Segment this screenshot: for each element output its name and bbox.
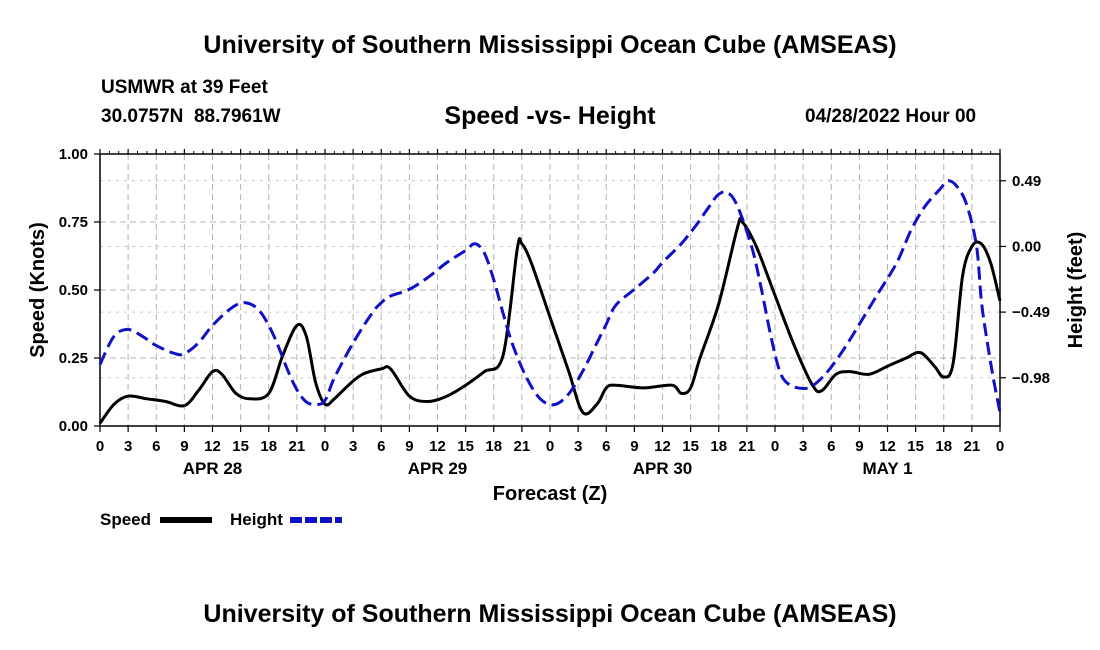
page-footer-title: University of Southern Mississippi Ocean… [203,600,897,628]
x-tick-label: 15 [232,438,249,455]
x-tick-label: 21 [739,438,756,455]
y-tick-label-left: 0.50 [59,282,88,299]
x-tick-label: 9 [855,438,863,455]
chart-grid [100,154,1000,426]
x-tick-label: 3 [574,438,582,455]
x-tick-label: 3 [124,438,132,455]
x-tick-label: 21 [289,438,306,455]
x-tick-label: 3 [349,438,357,455]
x-tick-label: 18 [260,438,277,455]
x-tick-label: 9 [630,438,638,455]
y-tick-label-left: 0.75 [59,214,88,231]
x-tick-label: 18 [710,438,727,455]
x-tick-label: 3 [799,438,807,455]
x-tick-label: 12 [204,438,221,455]
series-lines [98,179,1002,425]
station-coordinates: 30.0757N 88.7961W [101,106,281,127]
page-title: University of Southern Mississippi Ocean… [203,31,897,59]
x-tick-label: 12 [429,438,446,455]
legend-speed-label: Speed [100,510,151,529]
forecast-datetime: 04/28/2022 Hour 00 [805,106,977,127]
x-tick-label: 18 [935,438,952,455]
chart-title: Speed -vs- Height [444,102,656,130]
x-tick-label: 21 [964,438,981,455]
x-tick-label: 15 [682,438,699,455]
axis-ticks: 0 3 6 9 12 15 18 21 0 3 6 9 12 15 18 21 0 3 6 9 12 15 18 21 0 3 6 9… [59,146,1050,478]
station-label: USMWR at 39 Feet [101,77,268,98]
x-tick-label: 6 [827,438,835,455]
day-label: APR 28 [183,459,243,478]
y-tick-label-left: 1.00 [59,146,88,163]
y-tick-label-left: 0.00 [59,418,88,435]
legend-height-label: Height [230,510,283,529]
day-label: APR 29 [408,459,468,478]
series-speed-line [98,216,1002,425]
x-tick-label: 9 [180,438,188,455]
x-tick-label: 0 [321,438,329,455]
x-tick-label: 6 [377,438,385,455]
x-axis-title: Forecast (Z) [493,483,607,505]
y-tick-label-right: −0.49 [1012,304,1050,321]
x-tick-label: 6 [602,438,610,455]
legend: Speed Height [100,510,342,529]
y-tick-label-left: 0.25 [59,350,88,367]
x-tick-label: 18 [485,438,502,455]
y-tick-label-right: 0.00 [1012,238,1041,255]
x-tick-label: 21 [514,438,531,455]
day-label: APR 30 [633,459,693,478]
y-tick-label-right: −0.98 [1012,370,1050,387]
x-tick-label: 0 [996,438,1004,455]
x-tick-label: 0 [771,438,779,455]
x-tick-label: 0 [546,438,554,455]
y-axis-title-right: Height (feet) [1065,232,1087,349]
y-axis-title-left: Speed (Knots) [27,222,49,358]
x-tick-label: 6 [152,438,160,455]
x-tick-label: 12 [879,438,896,455]
day-label: MAY 1 [862,459,912,478]
x-tick-label: 15 [457,438,474,455]
x-tick-label: 0 [96,438,104,455]
y-tick-label-right: 0.49 [1012,173,1041,190]
x-tick-label: 15 [907,438,924,455]
series-height-line [98,179,1002,413]
x-tick-label: 12 [654,438,671,455]
x-tick-label: 9 [405,438,413,455]
